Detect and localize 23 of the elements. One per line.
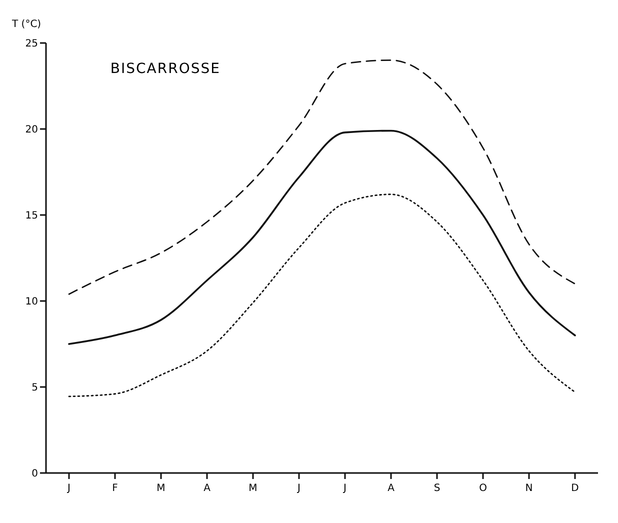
x-tick-label: J <box>342 483 346 494</box>
x-tick-label: O <box>479 483 488 494</box>
y-tick-label: 10 <box>25 296 38 308</box>
x-tick-label: D <box>571 483 580 494</box>
y-tick-label: 20 <box>25 124 38 136</box>
x-tick-label: M <box>248 483 258 494</box>
line-series <box>68 130 576 345</box>
x-tick-label: S <box>434 483 440 494</box>
x-tick-label: A <box>204 483 211 494</box>
x-tick-label: A <box>388 483 395 494</box>
line-series <box>68 194 576 398</box>
y-axis-title: T (°C) <box>11 19 42 30</box>
x-tick-label: J <box>66 483 70 494</box>
y-tick-label: 0 <box>32 468 38 480</box>
y-tick-label: 25 <box>25 38 38 50</box>
x-tick-label: F <box>112 483 118 494</box>
y-tick-label: 5 <box>32 382 38 394</box>
line-series <box>68 60 576 295</box>
x-tick-label: M <box>156 483 166 494</box>
x-tick-label: N <box>525 483 533 494</box>
y-tick-label: 15 <box>25 210 38 222</box>
x-tick-label: J <box>296 483 300 494</box>
text: BISCARROSSE <box>110 61 220 77</box>
